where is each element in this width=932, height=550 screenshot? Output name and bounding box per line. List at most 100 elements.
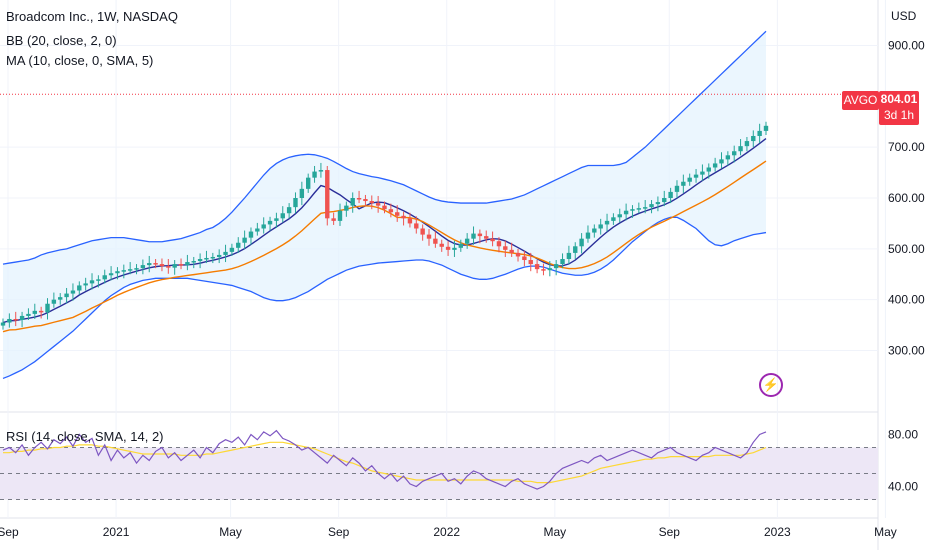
candle-body xyxy=(210,256,216,259)
candle-body xyxy=(668,191,673,198)
candle-body xyxy=(51,299,57,304)
candle-body xyxy=(13,318,18,321)
candle-body xyxy=(216,254,222,257)
candle-body xyxy=(744,141,750,147)
candle-body xyxy=(414,223,419,229)
candle-body xyxy=(96,279,101,281)
candle-body xyxy=(649,204,654,208)
price-tick-label: 500.00 xyxy=(888,242,925,256)
time-tick-label: May xyxy=(543,525,566,539)
candle-body xyxy=(700,171,705,175)
ma-legend[interactable]: MA (10, close, 0, SMA, 5) xyxy=(6,53,154,68)
candles[interactable] xyxy=(0,121,769,330)
candle-body xyxy=(369,201,374,204)
candle-body xyxy=(83,283,88,286)
candle-body xyxy=(642,207,648,209)
candle-body xyxy=(89,280,95,284)
candle-body xyxy=(26,313,31,316)
candle-body xyxy=(490,238,495,242)
candle-body xyxy=(712,163,718,168)
candle-body xyxy=(509,249,514,253)
candle-body xyxy=(255,228,260,232)
candle-body xyxy=(204,257,209,260)
candle-body xyxy=(598,224,603,229)
candle-body xyxy=(573,246,578,253)
rsi-tick-label: 40.00 xyxy=(888,480,918,494)
candle-body xyxy=(229,247,235,252)
candle-body xyxy=(159,264,165,267)
candle-body xyxy=(732,151,737,156)
candle-body xyxy=(197,259,203,262)
candle-body xyxy=(178,264,184,266)
price-tick-label: 300.00 xyxy=(888,344,925,358)
candle-body xyxy=(147,263,152,266)
candle-body xyxy=(299,188,305,198)
candle-body xyxy=(166,266,171,268)
currency-label[interactable]: USD xyxy=(891,9,917,23)
candle-body xyxy=(102,275,107,280)
candle-body xyxy=(45,303,50,313)
candle-body xyxy=(32,310,37,314)
candle-body xyxy=(630,209,635,211)
last-price-badge: 804.01 3d 1h xyxy=(879,91,919,125)
time-tick-label: May xyxy=(874,525,897,539)
candle-body xyxy=(662,198,667,203)
candle-body xyxy=(541,269,546,271)
candle-body xyxy=(757,130,762,136)
candle-body xyxy=(108,273,114,276)
candle-body xyxy=(325,170,330,219)
last-price-value: 804.01 xyxy=(880,92,918,106)
candle-body xyxy=(38,310,44,313)
candle-body xyxy=(185,262,190,266)
candle-body xyxy=(293,198,298,208)
candle-body xyxy=(751,135,756,142)
candle-body xyxy=(401,215,406,219)
candle-body xyxy=(350,198,355,206)
candle-body xyxy=(674,185,680,192)
candle-body xyxy=(611,217,616,221)
candle-body xyxy=(426,234,432,239)
candle-body xyxy=(452,247,457,250)
candle-body xyxy=(464,238,470,244)
price-tick-label: 900.00 xyxy=(888,39,925,53)
time-tick-label: 2023 xyxy=(764,525,791,539)
lightning-icon[interactable]: ⚡ xyxy=(759,373,783,397)
time-tick-label: 2021 xyxy=(103,525,130,539)
candle-body xyxy=(617,214,622,218)
candle-body xyxy=(121,270,127,272)
candle-body xyxy=(560,259,565,265)
candle-body xyxy=(655,202,661,205)
candle-body xyxy=(763,125,769,131)
candle-body xyxy=(515,252,521,257)
candle-body xyxy=(306,177,311,189)
candle-body xyxy=(477,233,483,237)
candle-body xyxy=(706,167,711,172)
rsi-tick-label: 80.00 xyxy=(888,428,918,442)
bb-lower-line xyxy=(2,216,767,380)
candle-body xyxy=(363,199,368,202)
rsi-legend[interactable]: RSI (14, close, SMA, 14, 2) xyxy=(6,429,164,444)
candle-body xyxy=(496,241,502,247)
candle-body xyxy=(636,208,642,210)
candle-body xyxy=(579,238,584,247)
chart-title[interactable]: Broadcom Inc., 1W, NASDAQ xyxy=(6,9,178,24)
candle-body xyxy=(337,210,343,221)
bar-countdown: 3d 1h xyxy=(883,108,915,122)
candle-body xyxy=(236,242,241,248)
candle-body xyxy=(484,236,489,239)
candle-body xyxy=(693,174,699,178)
bb-legend[interactable]: BB (20, close, 2, 0) xyxy=(6,33,117,48)
candle-body xyxy=(286,207,292,214)
rsi-ma-line xyxy=(3,441,767,484)
ticker-badge: AVGO xyxy=(842,91,879,110)
rsi-pane[interactable] xyxy=(0,429,878,500)
candle-body xyxy=(64,293,69,298)
candle-body xyxy=(331,218,336,221)
candle-body xyxy=(261,224,266,229)
candle-body xyxy=(70,290,76,294)
candle-body xyxy=(725,155,731,160)
candle-body xyxy=(388,209,394,213)
candle-body xyxy=(407,218,413,224)
candle-body xyxy=(140,265,146,269)
